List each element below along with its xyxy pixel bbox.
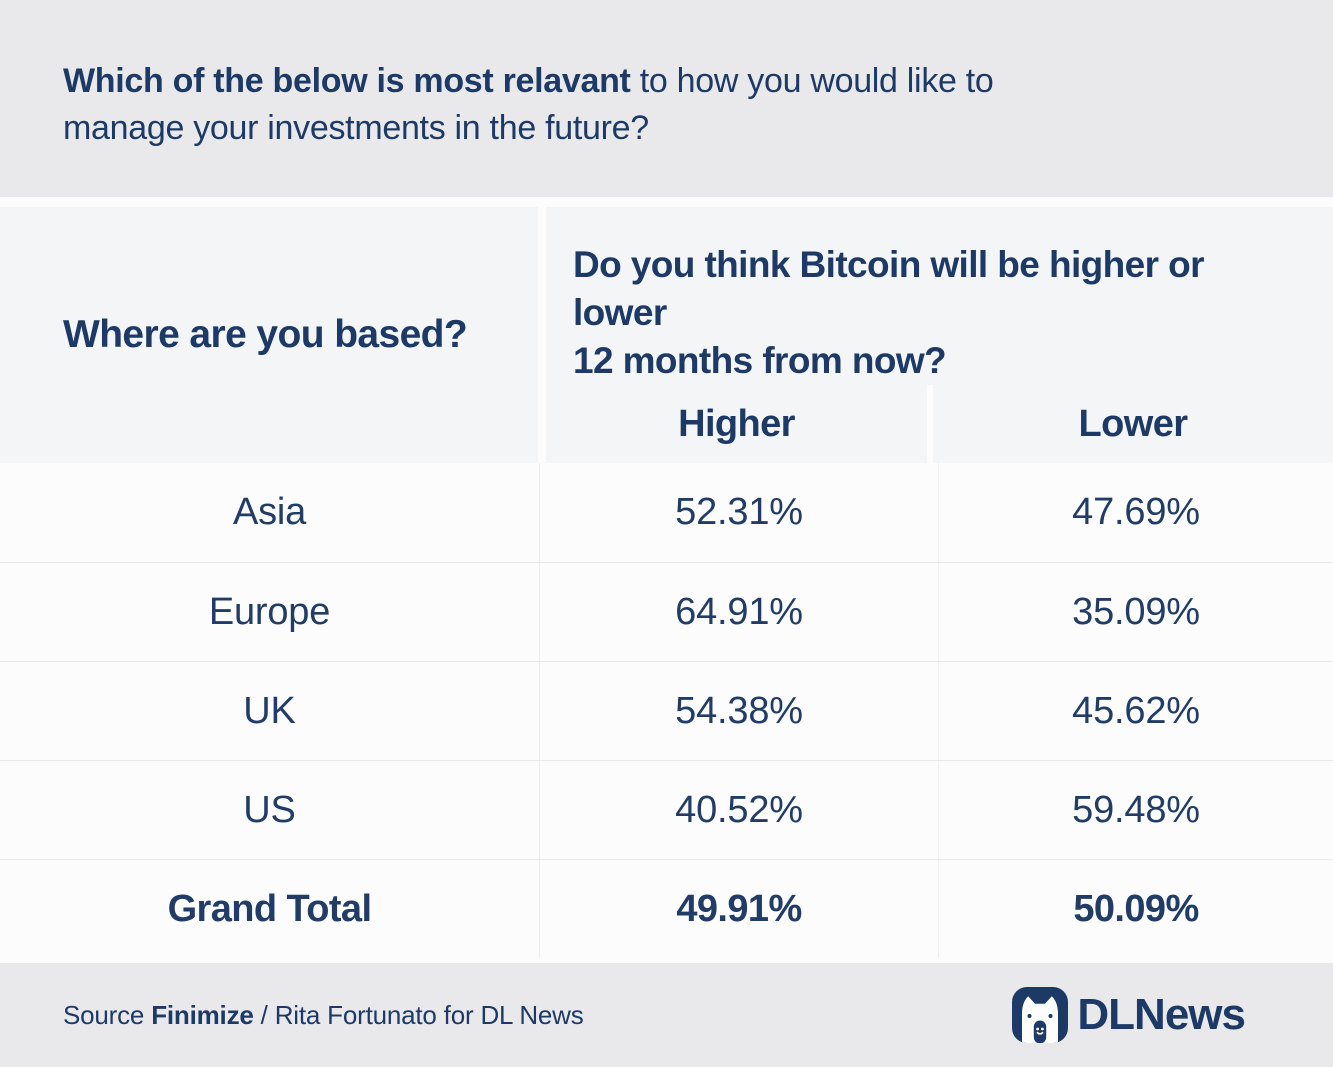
dlnews-logo-text: DLNews [1077, 990, 1246, 1039]
row-label: US [0, 761, 540, 859]
page-title-line2: manage your investments in the future? [63, 109, 649, 147]
source-attribution: Source Finimize / Rita Fortunato for DL … [63, 1000, 584, 1031]
lower-value: 50.09% [1073, 887, 1199, 930]
higher-value: 40.52% [540, 761, 939, 859]
column-headers: Higher Lower [546, 385, 1333, 463]
page-title-rest: to how you would like to [630, 62, 994, 100]
source-name: Finimize [151, 999, 254, 1030]
header-gutter [538, 207, 546, 463]
question-text: Do you think Bitcoin will be higher or l… [546, 207, 1333, 385]
lower-value: 47.69% [1072, 491, 1200, 533]
higher-value: 64.91% [540, 563, 939, 661]
row-header-label: Where are you based? [63, 313, 468, 356]
question-line1: Do you think Bitcoin will be higher or l… [573, 244, 1204, 333]
higher-value: 54.38% [540, 662, 939, 760]
lower-value: 45.62% [1072, 689, 1200, 732]
table-header: Where are you based? Do you think Bitcoi… [0, 207, 1333, 463]
dlnews-mascot-icon [1012, 987, 1069, 1043]
dlnews-logo: DLNews [1012, 987, 1246, 1043]
source-prefix: Source [63, 999, 152, 1030]
column-header-lower: Lower [1078, 402, 1189, 445]
table-row-grand-total: Grand Total 49.91% 50.09% [0, 859, 1333, 958]
higher-value: 49.91% [540, 860, 939, 958]
footer-band: Source Finimize / Rita Fortunato for DL … [0, 963, 1333, 1067]
table-body: Asia 52.31% 47.69% Europe 64.91% 35.09% … [0, 463, 1333, 958]
table-row-europe: Europe 64.91% 35.09% [0, 562, 1333, 661]
lower-value: 59.48% [1072, 788, 1200, 831]
title-band: Which of the below is most relavant to h… [0, 0, 1333, 197]
lower-value: 35.09% [1072, 590, 1200, 633]
row-header-cell: Where are you based? [0, 207, 538, 463]
dlnews-logo-news: News [1134, 990, 1246, 1039]
source-suffix: / Rita Fortunato for DL News [253, 999, 584, 1030]
table-row-asia: Asia 52.31% 47.69% [0, 463, 1333, 562]
question-cell: Do you think Bitcoin will be higher or l… [546, 207, 1333, 463]
page-title-bold: Which of the below is most relavant [63, 62, 631, 100]
row-label: Grand Total [0, 860, 540, 958]
table-row-uk: UK 54.38% 45.62% [0, 661, 1333, 760]
question-line2: 12 months from now? [573, 340, 947, 381]
higher-value: 52.31% [540, 463, 939, 562]
dlnews-logo-dl: DL [1077, 990, 1135, 1039]
row-label: Asia [0, 463, 540, 562]
column-header-higher: Higher [546, 385, 933, 463]
table-row-us: US 40.52% 59.48% [0, 760, 1333, 859]
page-title: Which of the below is most relavant to h… [63, 58, 1277, 152]
row-label: UK [0, 662, 540, 760]
row-label: Europe [0, 563, 540, 661]
survey-table: Where are you based? Do you think Bitcoi… [0, 197, 1333, 963]
